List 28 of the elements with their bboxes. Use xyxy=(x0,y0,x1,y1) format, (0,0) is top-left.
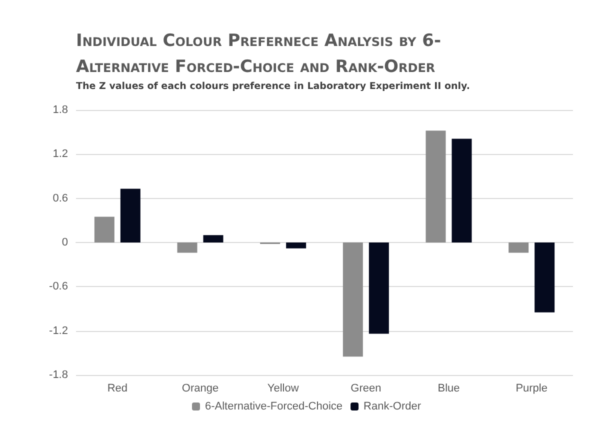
y-tick-label: 0 xyxy=(62,236,68,248)
bar xyxy=(94,216,114,242)
bar xyxy=(452,138,472,242)
y-tick-label: 0.6 xyxy=(52,192,68,204)
legend-label: Rank-Order xyxy=(364,400,422,412)
legend-label: 6-Alternative-Forced-Choice xyxy=(204,400,343,412)
bar xyxy=(426,130,446,242)
x-tick-label: Blue xyxy=(438,382,460,394)
y-tick-label: -1.8 xyxy=(49,369,68,381)
bar xyxy=(342,242,363,357)
bar xyxy=(286,242,306,248)
bar xyxy=(534,242,555,312)
bar xyxy=(203,235,224,242)
y-tick-label: -1.2 xyxy=(49,324,68,337)
bar xyxy=(177,242,198,253)
bar xyxy=(120,188,140,242)
x-tick-label: Red xyxy=(107,382,128,394)
y-tick-label: 1.8 xyxy=(52,104,68,116)
y-tick-label: -0.6 xyxy=(49,280,68,293)
x-tick-label: Orange xyxy=(182,382,219,394)
chart-subtitle: The Z values of each colours preference in Laboratory Experiment II only. xyxy=(76,81,470,92)
x-tick-label: Green xyxy=(350,382,382,394)
bar xyxy=(368,242,389,334)
chart-title: Individual Colour Prefernece Analysis by 6-Alternative Forced-Choice and Rank-Order xyxy=(76,30,442,79)
x-tick-label: Purple xyxy=(516,382,548,394)
x-tick-label: Yellow xyxy=(267,382,299,394)
bar xyxy=(508,242,529,253)
y-tick-label: 1.2 xyxy=(52,148,68,160)
